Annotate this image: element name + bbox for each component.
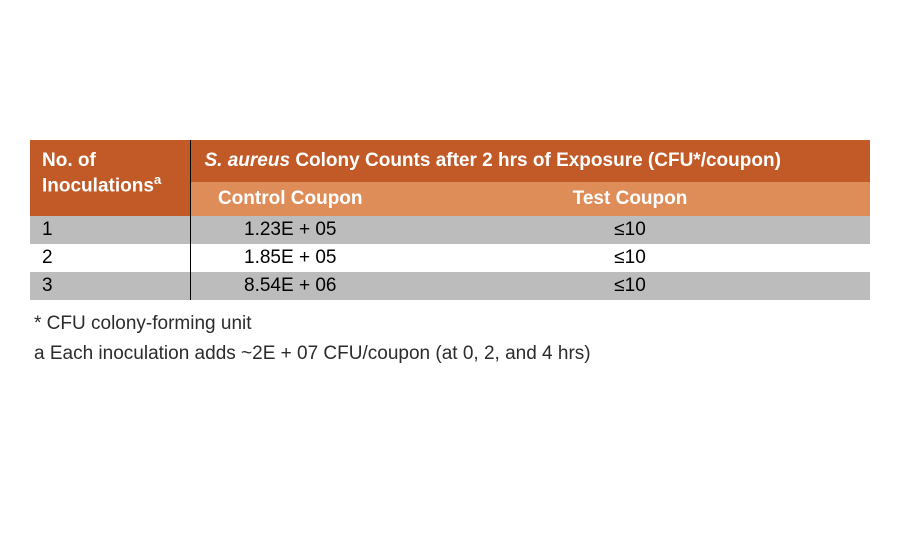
cell-inoc-n: 3 <box>30 272 190 300</box>
table-row: 3 8.54E + 06 ≤10 <box>30 272 870 300</box>
header-colony-counts: S. aureus Colony Counts after 2 hrs of E… <box>190 140 870 182</box>
subheader-control: Control Coupon <box>190 182 390 216</box>
cell-inoc-n: 2 <box>30 244 190 272</box>
header-inoculations-line1: No. of <box>42 150 96 171</box>
table-row: 2 1.85E + 05 ≤10 <box>30 244 870 272</box>
cell-control: 8.54E + 06 <box>190 272 390 300</box>
table-header-row-1: No. of Inoculationsa S. aureus Colony Co… <box>30 140 870 182</box>
subheader-test: Test Coupon <box>390 182 870 216</box>
header-colony-rest: Colony Counts after 2 hrs of Exposure (C… <box>290 150 781 171</box>
header-species: S. aureus <box>205 150 291 171</box>
footnote-cfu: * CFU colony-forming unit <box>34 310 870 339</box>
cell-test: ≤10 <box>390 272 870 300</box>
header-inoculations-line2: Inoculations <box>42 175 154 196</box>
table-row: 1 1.23E + 05 ≤10 <box>30 216 870 244</box>
cell-test: ≤10 <box>390 216 870 244</box>
footnotes: * CFU colony-forming unit a Each inocula… <box>30 310 870 369</box>
cell-inoc-n: 1 <box>30 216 190 244</box>
header-inoculations-sup: a <box>154 172 161 187</box>
header-inoculations: No. of Inoculationsa <box>30 140 190 216</box>
cell-test: ≤10 <box>390 244 870 272</box>
cell-control: 1.85E + 05 <box>190 244 390 272</box>
footnote-inoculation: a Each inoculation adds ~2E + 07 CFU/cou… <box>34 340 870 369</box>
colony-counts-table: No. of Inoculationsa S. aureus Colony Co… <box>30 140 870 300</box>
cell-control: 1.23E + 05 <box>190 216 390 244</box>
